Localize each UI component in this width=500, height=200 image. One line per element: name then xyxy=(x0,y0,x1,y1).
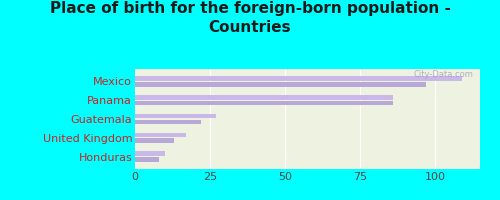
Text: City-Data.com: City-Data.com xyxy=(413,70,473,79)
Bar xyxy=(135,133,186,137)
Bar xyxy=(135,82,426,87)
Bar xyxy=(135,157,159,162)
Bar xyxy=(135,151,165,156)
Bar xyxy=(135,76,462,81)
Bar xyxy=(135,120,201,124)
Bar xyxy=(135,114,216,118)
Bar xyxy=(135,101,393,105)
Bar xyxy=(135,95,393,100)
Bar xyxy=(135,138,174,143)
Text: Place of birth for the foreign-born population -
Countries: Place of birth for the foreign-born popu… xyxy=(50,1,450,35)
